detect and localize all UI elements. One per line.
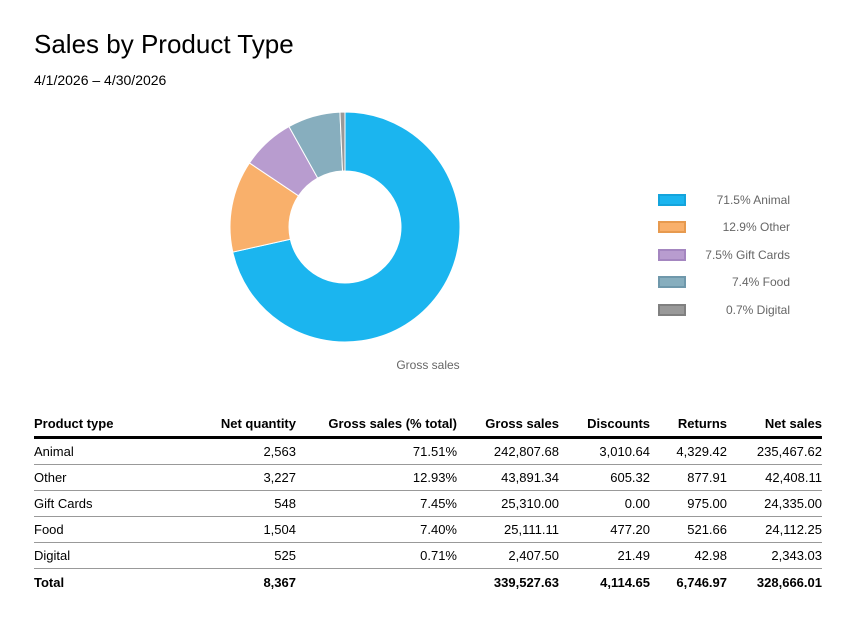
- cell: 605.32: [559, 464, 650, 491]
- legend-label: 71.5% Animal: [716, 192, 790, 207]
- cell: 877.91: [650, 464, 727, 491]
- col-header[interactable]: Discounts: [559, 410, 650, 439]
- col-header[interactable]: Returns: [650, 410, 727, 439]
- cell: 477.20: [559, 516, 650, 543]
- date-range: 4/1/2026 – 4/30/2026: [34, 72, 167, 88]
- cell: 521.66: [650, 516, 727, 543]
- legend-item[interactable]: 7.4% Food: [658, 269, 790, 297]
- cell: 1,504: [174, 516, 296, 543]
- chart-legend: 71.5% Animal 12.9% Other 7.5% Gift Cards 7.…: [658, 186, 790, 324]
- cell: 4,329.42: [650, 437, 727, 465]
- table-row: Digital 525 0.71% 2,407.50 21.49 42.98 2…: [34, 542, 822, 569]
- cell: 71.51%: [296, 437, 457, 465]
- chart-caption: Gross sales: [396, 358, 460, 372]
- table-row: Animal 2,563 71.51% 242,807.68 3,010.64 …: [34, 437, 822, 465]
- legend-label: 12.9% Other: [722, 220, 790, 235]
- total-row: Total 8,367 339,527.63 4,114.65 6,746.97…: [34, 569, 822, 597]
- legend-swatch: [658, 193, 686, 206]
- cell: 2,563: [174, 437, 296, 465]
- cell: 3,010.64: [559, 437, 650, 465]
- legend-item[interactable]: 0.7% Digital: [658, 296, 790, 324]
- cell: 43,891.34: [457, 464, 559, 491]
- cell: 8,367: [263, 575, 296, 590]
- col-header[interactable]: Gross sales: [457, 410, 559, 439]
- cell: 24,112.25: [727, 516, 822, 543]
- cell: Other: [34, 464, 174, 491]
- cell: [296, 569, 457, 597]
- legend-swatch: [658, 276, 686, 289]
- col-header[interactable]: Gross sales (% total): [296, 410, 457, 439]
- cell: 0.00: [559, 490, 650, 517]
- cell: 4,114.65: [600, 575, 650, 590]
- cell: 24,335.00: [727, 490, 822, 517]
- cell: 0.71%: [296, 542, 457, 569]
- legend-label: 0.7% Digital: [725, 302, 790, 317]
- cell: 328,666.01: [756, 575, 822, 590]
- legend-swatch: [658, 248, 686, 261]
- cell: 42,408.11: [727, 464, 822, 491]
- cell: 235,467.62: [727, 437, 822, 465]
- cell: 7.45%: [296, 490, 457, 517]
- col-header[interactable]: Net quantity: [174, 410, 296, 439]
- donut-slice-digital[interactable]: [339, 111, 346, 172]
- sales-table: Product type Net quantity Gross sales (%…: [34, 410, 822, 596]
- cell: 21.49: [559, 542, 650, 569]
- cell: Total: [34, 575, 65, 590]
- donut-slice-animal[interactable]: [232, 111, 461, 343]
- cell: Animal: [34, 437, 174, 465]
- cell: 525: [174, 542, 296, 569]
- cell: 25,111.11: [457, 516, 559, 543]
- legend-item[interactable]: 71.5% Animal: [658, 186, 790, 214]
- col-header[interactable]: Net sales: [727, 410, 822, 439]
- cell: 975.00: [650, 490, 727, 517]
- legend-item[interactable]: 7.5% Gift Cards: [658, 241, 790, 269]
- table-header-row: Product type Net quantity Gross sales (%…: [34, 410, 822, 439]
- cell: 2,407.50: [457, 542, 559, 569]
- cell: 7.40%: [296, 516, 457, 543]
- legend-label: 7.4% Food: [731, 275, 790, 290]
- cell: 6,746.97: [676, 575, 727, 590]
- col-header[interactable]: Product type: [34, 410, 174, 439]
- cell: Food: [34, 516, 174, 543]
- table-row: Gift Cards 548 7.45% 25,310.00 0.00 975.…: [34, 490, 822, 517]
- cell: Digital: [34, 542, 174, 569]
- legend-swatch: [658, 303, 686, 316]
- cell: Gift Cards: [34, 490, 174, 517]
- cell: 12.93%: [296, 464, 457, 491]
- legend-swatch: [658, 221, 686, 234]
- cell: 548: [174, 490, 296, 517]
- cell: 3,227: [174, 464, 296, 491]
- cell: 42.98: [650, 542, 727, 569]
- report-title: Sales by Product Type: [34, 29, 294, 59]
- legend-label: 7.5% Gift Cards: [705, 247, 790, 262]
- table-row: Other 3,227 12.93% 43,891.34 605.32 877.…: [34, 464, 822, 491]
- table-row: Food 1,504 7.40% 25,111.11 477.20 521.66…: [34, 516, 822, 543]
- cell: 242,807.68: [457, 437, 559, 465]
- cell: 339,527.63: [493, 575, 559, 590]
- cell: 2,343.03: [727, 542, 822, 569]
- cell: 25,310.00: [457, 490, 559, 517]
- legend-item[interactable]: 12.9% Other: [658, 214, 790, 242]
- donut-chart: [229, 111, 461, 343]
